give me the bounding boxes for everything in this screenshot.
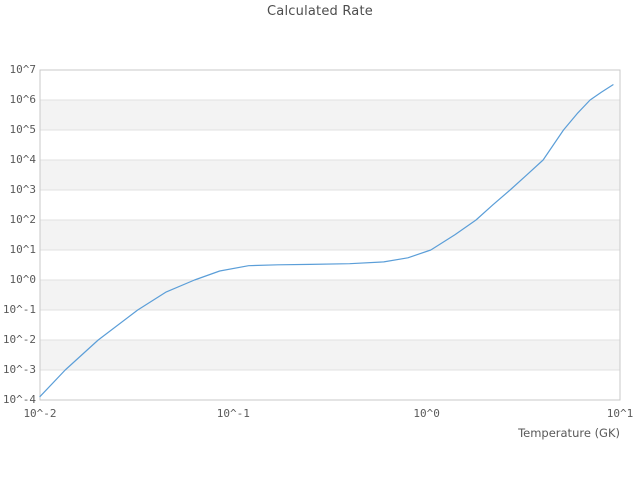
grid-band [40, 280, 620, 310]
y-tick-label: 10^0 [9, 273, 37, 286]
grid-band [40, 160, 620, 190]
rate-curve [39, 84, 614, 398]
plot-border [39, 69, 621, 401]
grid-band [40, 190, 620, 220]
x-tick-label: 10^-2 [23, 407, 57, 420]
grid-band [40, 130, 620, 160]
y-tick-label: 10^1 [9, 243, 37, 256]
grid-band [40, 310, 620, 340]
y-tick-label: 10^-1 [2, 303, 36, 316]
y-tick-label: 10^2 [9, 213, 37, 226]
x-tick-label: 10^1 [606, 407, 634, 420]
y-tick-label: 10^6 [9, 93, 37, 106]
chart-title: Calculated Rate [267, 4, 373, 19]
x-axis-label: Temperature (GK) [518, 426, 620, 440]
grid-band [40, 70, 620, 100]
y-tick-label: 10^-2 [2, 333, 36, 346]
grid-band [40, 370, 620, 400]
grid-band [40, 100, 620, 130]
grid-band [40, 250, 620, 280]
y-tick-label: 10^7 [9, 63, 37, 76]
y-tick-label: 10^4 [9, 153, 37, 166]
grid-band [40, 220, 620, 250]
x-tick-label: 10^-1 [216, 407, 250, 420]
y-tick-label: 10^5 [9, 123, 37, 136]
y-tick-label: 10^-4 [2, 393, 36, 406]
y-tick-label: 10^3 [9, 183, 37, 196]
y-tick-label: 10^-3 [2, 363, 36, 376]
x-tick-label: 10^0 [413, 407, 440, 420]
grid-band [40, 340, 620, 370]
